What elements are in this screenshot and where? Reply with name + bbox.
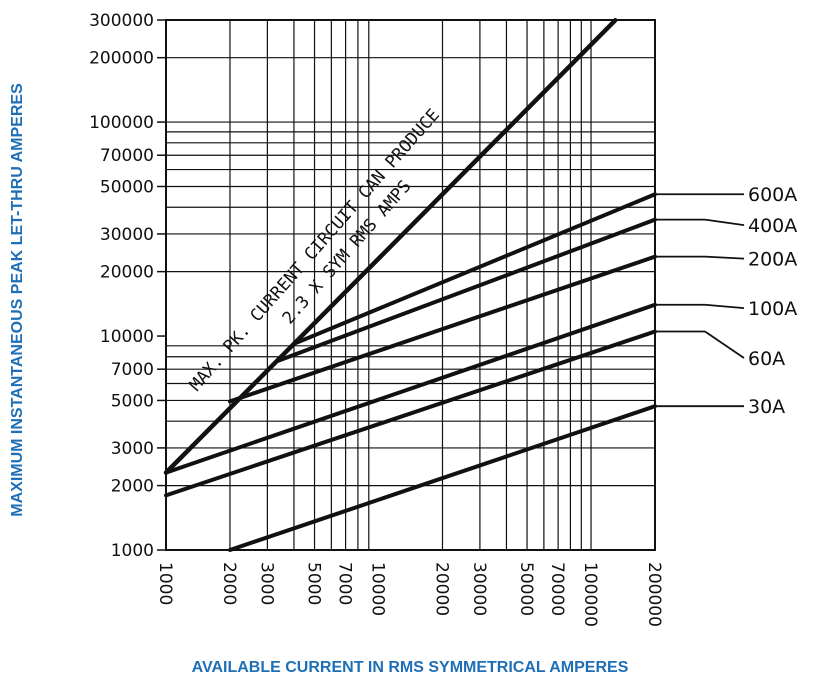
reference-line bbox=[163, 18, 618, 475]
y-tick-label: 30000 bbox=[100, 225, 154, 245]
leader-line-200A bbox=[704, 255, 745, 260]
x-tick-label: 10000 bbox=[368, 562, 388, 616]
x-tick-label: 50000 bbox=[516, 562, 536, 616]
max-peak-reference bbox=[163, 18, 618, 475]
y-tick-label: 10000 bbox=[100, 327, 154, 347]
series-line-200A bbox=[227, 254, 657, 404]
legend-label-200A: 200A bbox=[748, 249, 797, 271]
x-tick-label: 20000 bbox=[431, 562, 451, 616]
y-tick-label: 200000 bbox=[89, 49, 154, 69]
x-tick-label: 3000 bbox=[256, 562, 276, 605]
leader-line-400A bbox=[704, 218, 745, 226]
series-line-30A bbox=[227, 404, 657, 552]
y-tick-label: 1000 bbox=[111, 541, 154, 561]
x-tick-label: 2000 bbox=[219, 562, 239, 605]
series-line-600A bbox=[291, 192, 657, 346]
y-tick-label: 70000 bbox=[100, 146, 154, 166]
legend-label-60A: 60A bbox=[748, 348, 785, 370]
series-line-400A bbox=[274, 217, 657, 364]
plot-frame bbox=[165, 19, 656, 551]
legend-label-30A: 30A bbox=[748, 396, 785, 418]
legend-label-100A: 100A bbox=[748, 298, 797, 320]
y-tick-label: 7000 bbox=[111, 360, 154, 380]
legend: 600A 400A 200A 100A 60A 30A bbox=[748, 184, 797, 418]
y-tick-label: 20000 bbox=[100, 263, 154, 283]
x-axis-label: AVAILABLE CURRENT IN RMS SYMMETRICAL AMP… bbox=[192, 659, 629, 676]
y-tick-label: 5000 bbox=[111, 391, 154, 411]
legend-leaders bbox=[655, 193, 745, 408]
leader-line-60A bbox=[704, 330, 745, 359]
x-tick-label: 100000 bbox=[580, 562, 600, 627]
x-tick-label: 200000 bbox=[644, 562, 664, 627]
x-tick-label: 7000 bbox=[335, 562, 355, 605]
series-line-100A bbox=[164, 302, 657, 475]
y-tick-label: 100000 bbox=[89, 113, 154, 133]
legend-label-400A: 400A bbox=[748, 215, 797, 237]
x-tick-labels: 1000 2000 3000 5000 7000 10000 20000 30000 50000… bbox=[155, 562, 664, 627]
x-tick-label: 70000 bbox=[547, 562, 567, 616]
x-tick-label: 1000 bbox=[155, 562, 175, 605]
y-tick-label: 2000 bbox=[111, 477, 154, 497]
y-tick-label: 3000 bbox=[111, 439, 154, 459]
series-line-60A bbox=[164, 329, 657, 498]
y-tick-label: 300000 bbox=[89, 11, 154, 31]
y-tick-label: 50000 bbox=[100, 177, 154, 197]
x-tick-label: 5000 bbox=[304, 562, 324, 605]
legend-label-600A: 600A bbox=[748, 184, 797, 206]
leader-line-100A bbox=[704, 303, 745, 310]
y-axis-label: MAXIMUM INSTANTANEOUS PEAK LET-THRU AMPE… bbox=[9, 83, 26, 517]
x-tick-label: 30000 bbox=[469, 562, 489, 616]
y-tick-labels: 1000 2000 3000 5000 7000 10000 20000 30000 50000… bbox=[89, 11, 166, 561]
fuse-curves bbox=[164, 192, 657, 552]
